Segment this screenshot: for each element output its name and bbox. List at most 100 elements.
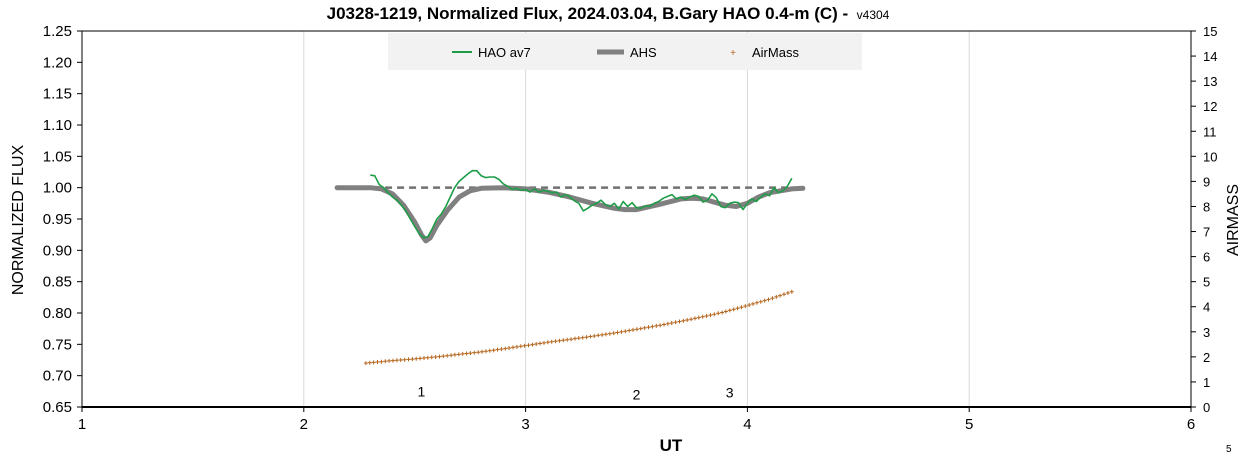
airmass-point	[627, 328, 632, 333]
airmass-point	[487, 348, 492, 353]
y-tick-label: 0.80	[43, 305, 72, 322]
y2-tick-label: 13	[1203, 74, 1217, 89]
airmass-point	[414, 356, 419, 361]
y2-tick-label: 0	[1203, 400, 1210, 415]
airmass-point	[452, 352, 457, 357]
x-axis-title: UT	[660, 436, 683, 455]
airmass-point	[634, 327, 639, 332]
y2-tick-label: 4	[1203, 300, 1210, 315]
airmass-point	[545, 340, 550, 345]
y2-tick-label: 10	[1203, 149, 1217, 164]
y-tick-label: 0.75	[43, 336, 72, 353]
airmass-point	[514, 344, 519, 349]
airmass-point	[499, 347, 504, 352]
airmass-point	[511, 345, 515, 350]
airmass-point	[782, 292, 786, 297]
airmass-point	[542, 340, 546, 345]
airmass-point	[441, 354, 446, 359]
airmass-point	[611, 331, 616, 336]
airmass-point	[615, 330, 620, 335]
y-tick-label: 1.05	[43, 148, 72, 165]
y2-tick-label: 11	[1203, 124, 1217, 139]
annotation-label: 2	[633, 386, 641, 402]
airmass-point	[530, 342, 535, 347]
series-hao-av7-line	[370, 169, 793, 239]
airmass-point	[623, 329, 628, 334]
airmass-point	[576, 336, 581, 341]
chart-title: J0328-1219, Normalized Flux, 2024.03.04,…	[327, 4, 890, 23]
airmass-point	[429, 355, 434, 360]
y-tick-label: 0.95	[43, 211, 72, 228]
airmass-point	[406, 357, 411, 362]
airmass-point	[433, 355, 438, 359]
x-tick-label: 1	[78, 416, 86, 433]
airmass-point	[716, 311, 721, 316]
airmass-point	[766, 297, 771, 302]
legend-label-airmass: AirMass	[752, 45, 799, 60]
airmass-point	[631, 327, 635, 332]
airmass-point	[483, 349, 488, 354]
airmass-point	[747, 303, 752, 307]
airmass-point	[646, 325, 651, 330]
airmass-point	[789, 289, 794, 294]
airmass-point	[584, 335, 589, 340]
airmass-point	[526, 343, 531, 348]
airmass-point	[391, 358, 395, 363]
y-tick-label: 1.00	[43, 180, 72, 197]
airmass-point	[491, 348, 496, 353]
axes: 0.65 0.70 0.75 0.80 0.85 0.90 0.95 1.00 1.05 1.10…	[43, 23, 1218, 433]
airmass-point	[363, 361, 368, 366]
airmass-point	[658, 323, 663, 328]
airmass-point	[468, 351, 473, 356]
airmass-point	[518, 344, 523, 349]
y-tick-label: 0.90	[43, 242, 72, 259]
airmass-point	[464, 351, 469, 356]
x-tick-label: 3	[521, 416, 529, 433]
y2-tick-label: 6	[1203, 250, 1210, 265]
airmass-point	[534, 342, 539, 346]
y2-tick-label: 8	[1203, 199, 1210, 214]
annotation-label: 1	[417, 383, 425, 399]
y-tick-label: 0.70	[43, 368, 72, 385]
airmass-point	[561, 338, 566, 343]
airmass-point	[723, 309, 728, 314]
airmass-point	[383, 359, 388, 364]
airmass-point	[437, 354, 442, 359]
airmass-point	[394, 358, 399, 363]
airmass-point	[573, 336, 577, 341]
airmass-point	[565, 337, 570, 342]
airmass-point	[638, 326, 643, 331]
y2-tick-label: 14	[1203, 49, 1217, 64]
airmass-point	[731, 307, 736, 312]
annotation-label: 3	[726, 385, 734, 401]
airmass-point	[778, 293, 783, 298]
airmass-point	[472, 350, 477, 355]
grid	[303, 31, 970, 407]
airmass-point	[425, 355, 430, 360]
airmass-point	[677, 319, 682, 324]
airmass-point	[507, 346, 512, 350]
airmass-point	[758, 299, 763, 304]
x-tick-label: 4	[743, 416, 751, 433]
airmass-point	[642, 325, 647, 330]
airmass-point	[754, 300, 759, 305]
airmass-point	[696, 315, 701, 320]
y2-tick-label: 7	[1203, 225, 1210, 240]
airmass-point	[480, 349, 484, 354]
airmass-point	[557, 338, 562, 343]
airmass-point	[422, 356, 426, 360]
airmass-point	[371, 360, 376, 365]
airmass-point	[549, 339, 554, 344]
y-tick-label: 1.25	[43, 23, 72, 40]
airmass-point	[770, 296, 775, 301]
y-axis-title: NORMALIZED FLUX	[10, 145, 27, 296]
airmass-point	[418, 356, 423, 361]
y2-tick-label: 2	[1203, 350, 1210, 365]
airmass-point	[379, 359, 384, 364]
y2-tick-label: 1	[1203, 375, 1210, 390]
airmass-point	[495, 347, 500, 352]
airmass-point	[449, 353, 454, 358]
airmass-point	[650, 324, 655, 329]
airmass-point	[735, 306, 740, 311]
